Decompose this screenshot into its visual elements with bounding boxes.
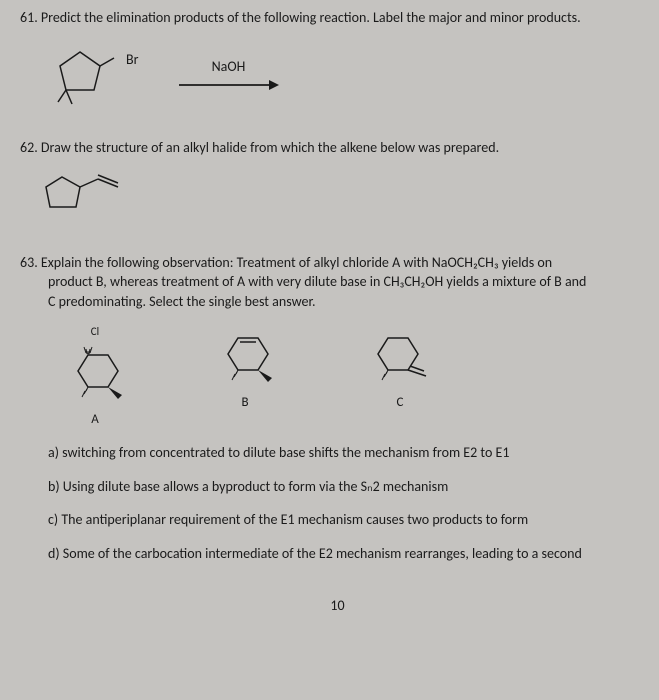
q61-reaction: Br NaOH (50, 40, 655, 110)
q63-line3: C predominating. Select the single best … (48, 293, 315, 310)
option-b: b) Using dilute base allows a byproduct … (48, 477, 655, 497)
q63-prompt: 63. Explain the following observation: T… (20, 253, 655, 312)
structure-b: B (210, 324, 280, 430)
option-d: d) Some of the carbocation intermediate … (48, 544, 655, 564)
cyclopentane-vinyl-icon (40, 169, 130, 219)
reagent-label: NaOH (212, 57, 246, 77)
question-61: 61. Predict the elimination products of … (20, 8, 655, 110)
cyclohexene-b-icon (210, 324, 280, 384)
cyclohexane-cl-wedge-icon (60, 341, 130, 401)
q63-line2: product B, whereas treatment of A with v… (48, 273, 586, 290)
q61-prompt: 61. Predict the elimination products of … (20, 8, 655, 28)
option-a: a) switching from concentrated to dilute… (48, 443, 655, 463)
label-b: B (241, 394, 248, 412)
structure-a: Cl A (60, 324, 130, 430)
question-62: 62. Draw the structure of an alkyl halid… (20, 138, 655, 225)
q63-structures: Cl A (60, 324, 655, 430)
question-63: 63. Explain the following observation: T… (20, 253, 655, 564)
q61-arrow: NaOH (179, 57, 279, 93)
q61-reactant: Br (50, 40, 139, 110)
br-label: Br (126, 50, 139, 70)
q62-alkene (40, 169, 655, 225)
label-c: C (397, 394, 404, 412)
label-a: A (91, 411, 99, 429)
q62-prompt: 62. Draw the structure of an alkyl halid… (20, 138, 655, 158)
structure-c: C (360, 324, 440, 430)
q63-line1: 63. Explain the following observation: T… (20, 254, 552, 271)
cl-label: Cl (91, 324, 99, 339)
option-c: c) The antiperiplanar requirement of the… (48, 510, 655, 530)
page-number: 10 (20, 596, 655, 616)
cyclohexene-c-icon (360, 324, 440, 384)
cyclopentane-br-icon (50, 40, 120, 110)
reaction-arrow-icon (179, 78, 279, 92)
